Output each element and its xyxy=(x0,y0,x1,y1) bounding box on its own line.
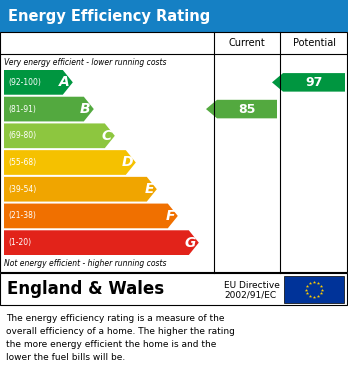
Polygon shape xyxy=(4,204,178,228)
Text: (39-54): (39-54) xyxy=(8,185,36,194)
Text: 97: 97 xyxy=(305,76,323,89)
Text: Energy Efficiency Rating: Energy Efficiency Rating xyxy=(8,9,210,23)
Polygon shape xyxy=(4,97,94,122)
Text: EU Directive: EU Directive xyxy=(224,281,280,290)
Text: overall efficiency of a home. The higher the rating: overall efficiency of a home. The higher… xyxy=(6,327,235,336)
Text: F: F xyxy=(165,209,175,223)
Polygon shape xyxy=(4,177,157,202)
Text: G: G xyxy=(184,236,196,249)
Text: (21-38): (21-38) xyxy=(8,212,36,221)
Bar xyxy=(0,32,348,273)
Text: B: B xyxy=(80,102,91,116)
Text: Very energy efficient - lower running costs: Very energy efficient - lower running co… xyxy=(4,58,166,67)
Text: Not energy efficient - higher running costs: Not energy efficient - higher running co… xyxy=(4,259,166,268)
Bar xyxy=(0,273,348,306)
Text: (81-91): (81-91) xyxy=(8,104,36,113)
Text: Current: Current xyxy=(229,38,266,48)
Bar xyxy=(0,32,347,272)
Text: D: D xyxy=(121,156,133,170)
Text: (69-80): (69-80) xyxy=(8,131,36,140)
Polygon shape xyxy=(4,150,136,175)
Bar xyxy=(0,273,347,305)
Text: The energy efficiency rating is a measure of the: The energy efficiency rating is a measur… xyxy=(6,314,224,323)
Bar xyxy=(284,276,344,303)
Text: E: E xyxy=(144,182,154,196)
Text: Potential: Potential xyxy=(293,38,335,48)
Polygon shape xyxy=(206,100,277,118)
Text: A: A xyxy=(59,75,70,90)
Bar xyxy=(0,0,348,32)
Text: C: C xyxy=(102,129,112,143)
Text: (92-100): (92-100) xyxy=(8,78,41,87)
Text: the more energy efficient the home is and the: the more energy efficient the home is an… xyxy=(6,340,216,349)
Polygon shape xyxy=(4,124,115,148)
Text: England & Wales: England & Wales xyxy=(7,280,164,298)
Polygon shape xyxy=(4,230,199,255)
Text: 85: 85 xyxy=(238,102,256,116)
Text: (1-20): (1-20) xyxy=(8,238,31,247)
Text: 2002/91/EC: 2002/91/EC xyxy=(224,291,276,300)
Polygon shape xyxy=(272,73,345,91)
Text: (55-68): (55-68) xyxy=(8,158,36,167)
Polygon shape xyxy=(4,70,73,95)
Text: lower the fuel bills will be.: lower the fuel bills will be. xyxy=(6,353,125,362)
